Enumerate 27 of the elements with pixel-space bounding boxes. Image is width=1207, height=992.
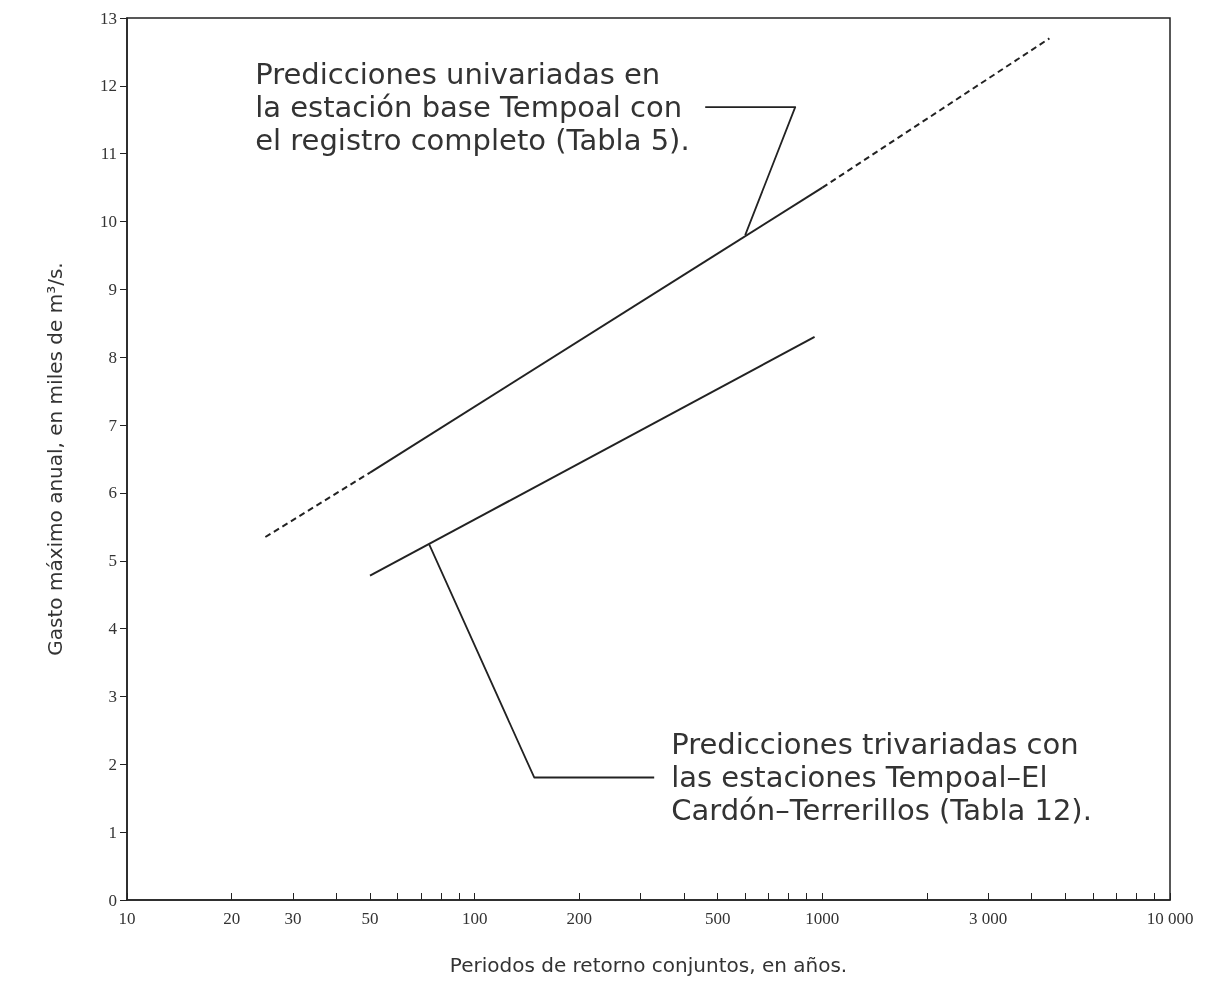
x-tick-label: 50 bbox=[361, 909, 379, 928]
y-tick-label: 0 bbox=[108, 890, 117, 910]
y-tick-label: 1 bbox=[108, 822, 117, 842]
x-tick-label: 1000 bbox=[805, 909, 840, 928]
x-tick-label: 3 000 bbox=[969, 909, 1008, 928]
x-tick-label: 100 bbox=[461, 909, 488, 928]
y-tick-label: 12 bbox=[100, 76, 117, 96]
x-tick-label: 30 bbox=[284, 909, 302, 928]
x-tick-label: 200 bbox=[566, 909, 593, 928]
annotation: Predicciones trivariadas con las estaciones Tempoal–El Cardón–Terrerillos (Tabla 12). bbox=[671, 726, 1092, 827]
y-tick-label: 9 bbox=[108, 279, 117, 299]
x-tick-label: 20 bbox=[223, 909, 241, 928]
y-tick-label: 7 bbox=[108, 415, 118, 435]
y-axis-title: Gasto máximo anual, en miles de m³/s. bbox=[43, 262, 67, 656]
y-tick-label: 11 bbox=[100, 144, 117, 164]
x-axis-title: Periodos de retorno conjuntos, en años. bbox=[449, 953, 848, 977]
y-tick-label: 8 bbox=[108, 347, 117, 367]
y-tick-label: 6 bbox=[108, 483, 117, 503]
x-tick-label: 10 000 bbox=[1146, 909, 1194, 928]
y-tick-label: 2 bbox=[108, 754, 117, 774]
annotation: Predicciones univariadas en la estación base Tempoal con el registro completo (Tabla 5). bbox=[255, 56, 690, 157]
y-tick-label: 3 bbox=[108, 686, 117, 706]
y-tick-label: 5 bbox=[108, 551, 117, 571]
y-tick-label: 13 bbox=[100, 8, 117, 28]
x-tick-label: 500 bbox=[704, 909, 731, 928]
y-tick-label: 4 bbox=[108, 619, 118, 639]
y-tick-label: 10 bbox=[100, 212, 117, 232]
